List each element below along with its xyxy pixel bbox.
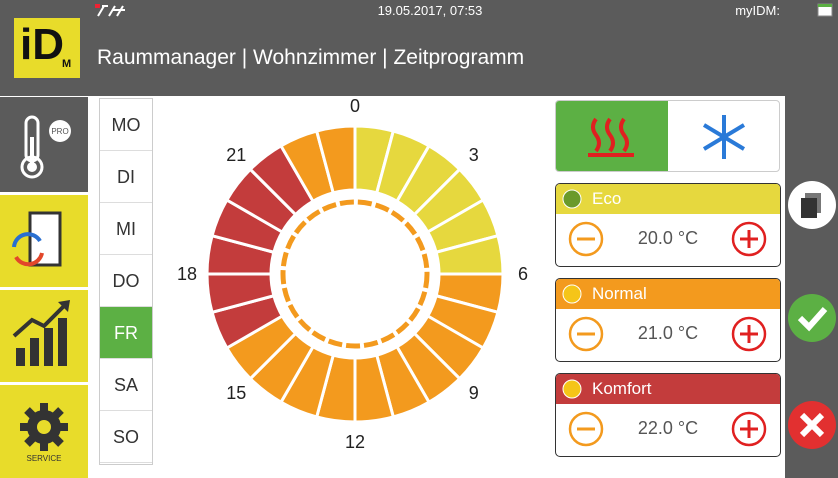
hour-label: 9: [469, 383, 479, 403]
mode-name: Eco: [592, 189, 622, 208]
mode-card: Komfort 22.0 °C: [555, 373, 781, 457]
mode-header: Eco: [556, 184, 780, 214]
thermometer-icon: PRO: [20, 115, 71, 179]
minus-button[interactable]: [568, 316, 604, 352]
cancel-button[interactable]: [788, 401, 836, 449]
copy-button[interactable]: [788, 181, 836, 229]
day-list: MO DI MI DO FR SA SO: [99, 98, 153, 465]
window-icon[interactable]: [817, 3, 833, 17]
service-label: SERVICE: [27, 454, 62, 463]
toggle-icons: [556, 101, 746, 171]
confirm-button[interactable]: [788, 294, 836, 342]
hour-label: 21: [226, 145, 246, 165]
hour-segment: [314, 124, 357, 195]
mode-header: Komfort: [556, 374, 780, 404]
hour-label: 18: [177, 264, 197, 284]
mode-icon: [562, 284, 582, 304]
pro-label: PRO: [51, 127, 68, 136]
nav-mode[interactable]: [0, 195, 88, 287]
plus-sign: [740, 325, 758, 343]
hour-label: 0: [350, 96, 360, 116]
user: myIDM:: [735, 3, 780, 18]
mode-icon: [12, 211, 62, 267]
status-icons: [95, 4, 125, 17]
plus-button[interactable]: [731, 411, 767, 447]
top-bar: [0, 0, 838, 96]
day-tab[interactable]: DO: [100, 255, 152, 307]
nav-service[interactable]: SERVICE: [0, 385, 88, 478]
page-title: Raummanager | Wohnzimmer | Zeitprogramm: [97, 46, 525, 69]
hour-label: 3: [469, 145, 479, 165]
logo-text: iD: [20, 20, 64, 69]
mode-name: Normal: [592, 284, 647, 303]
mode-temperature: 21.0 °C: [637, 323, 699, 343]
mode-card: Normal 21.0 °C: [555, 278, 781, 362]
inner-ring: [280, 199, 430, 349]
heat-cool-toggle[interactable]: [555, 100, 780, 172]
stats-icon: [12, 300, 70, 366]
mode-icon: [562, 189, 582, 209]
mode-name: Komfort: [592, 379, 652, 398]
plus-button[interactable]: [731, 316, 767, 352]
nav-room[interactable]: PRO: [0, 97, 88, 192]
date-time: 19.05.2017, 07:53: [377, 3, 483, 18]
day-tab[interactable]: MO: [100, 99, 152, 151]
plus-sign: [740, 420, 758, 438]
mode-temperature: 22.0 °C: [637, 418, 699, 438]
mode-card: Eco 20.0 °C: [555, 183, 781, 267]
logo-sub: M: [62, 58, 72, 70]
minus-button[interactable]: [568, 411, 604, 447]
mode-temperature: 20.0 °C: [637, 228, 699, 248]
hour-label: 6: [518, 264, 528, 284]
mode-icon: [562, 379, 582, 399]
action-buttons: [788, 181, 836, 449]
day-tab[interactable]: FR: [100, 307, 152, 359]
schedule-wheel[interactable]: 0 3 6 9 12 15 18 21: [150, 96, 560, 466]
day-tab[interactable]: MI: [100, 203, 152, 255]
minus-button[interactable]: [568, 221, 604, 257]
mode-controls: [562, 284, 767, 352]
plus-sign: [740, 230, 758, 248]
nav-stats[interactable]: [0, 290, 88, 382]
day-tab[interactable]: DI: [100, 151, 152, 203]
day-tab[interactable]: SA: [100, 359, 152, 411]
hour-label: 12: [345, 432, 365, 452]
plus-button[interactable]: [731, 221, 767, 257]
mode-controls: [562, 379, 767, 447]
gear-icon: SERVICE: [20, 403, 68, 463]
day-tab[interactable]: SO: [100, 411, 152, 463]
mode-header: Normal: [556, 279, 780, 309]
mode-controls: [562, 189, 767, 257]
hour-label: 15: [226, 383, 246, 403]
logo[interactable]: iD M: [14, 18, 80, 78]
